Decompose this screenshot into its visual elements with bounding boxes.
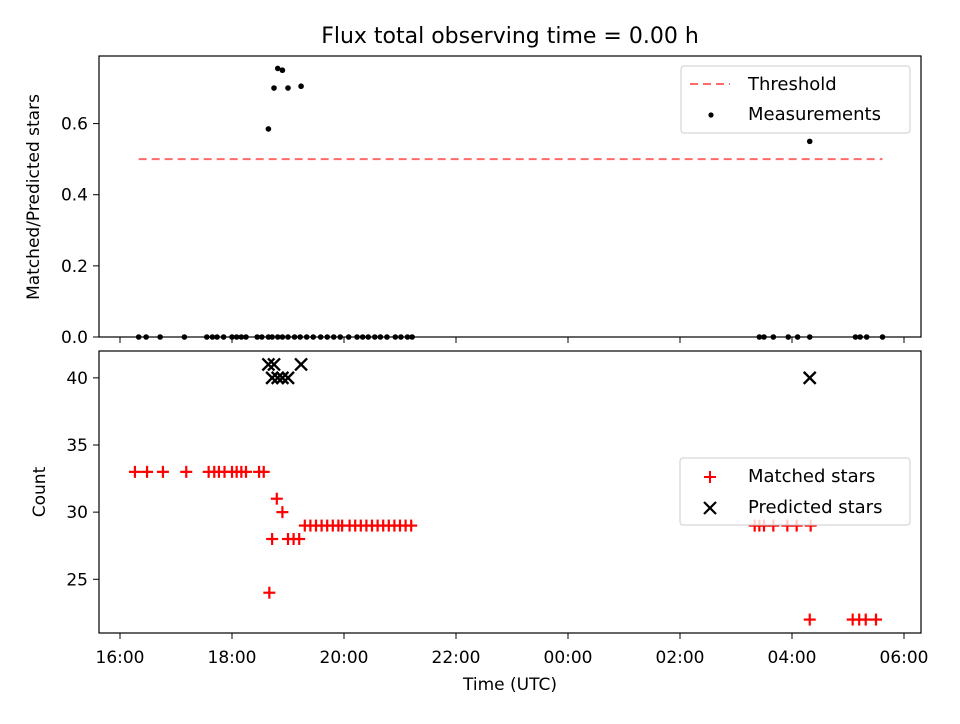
predicted-star-marker [261, 357, 276, 372]
predicted-star-marker [267, 357, 281, 372]
top-y-tick-label: 0.0 [61, 328, 88, 348]
bottom-plot-frame [98, 350, 922, 634]
measurement-point [265, 126, 272, 132]
measurement-point [279, 67, 286, 74]
matched-star-marker [156, 465, 169, 478]
matched-star-marker [257, 465, 270, 478]
top-legend: Threshold Measurements [680, 65, 911, 134]
matched-star-marker [405, 519, 418, 532]
predicted-star-marker [265, 371, 279, 385]
predicted-star-marker [270, 371, 285, 385]
x-tick-label: 02:00 [656, 648, 705, 668]
x-tick-label: 06:00 [880, 648, 929, 668]
matched-star-marker [141, 465, 154, 478]
bottom-legend-predicted-label: Predicted stars [748, 497, 882, 518]
measurement-point [271, 85, 277, 91]
bottom-y-tick-label: 40 [66, 369, 88, 389]
matched-star-marker [803, 613, 816, 626]
bottom-legend: Matched stars Predicted stars [679, 457, 911, 526]
matched-star-marker [293, 533, 306, 545]
measurement-point [285, 85, 291, 91]
matched-star-marker [240, 465, 252, 478]
predicted-star-marker [802, 371, 817, 385]
matched-star-marker [859, 613, 872, 626]
bottom-y-tick-label: 35 [66, 436, 88, 456]
top-y-tick-label: 0.4 [61, 186, 88, 206]
bottom-y-axis-label: Count [30, 466, 50, 517]
matched-star-marker [263, 586, 276, 599]
measurement-point [806, 138, 813, 145]
top-legend-measurement-swatch [708, 112, 714, 118]
matched-star-marker [870, 613, 882, 626]
matched-star-marker [180, 465, 193, 478]
x-tick-label: 22:00 [432, 648, 481, 668]
bottom-legend-matched-swatch [704, 471, 716, 483]
top-y-axis-label: Matched/Predicted stars [24, 94, 44, 300]
x-axis-label: Time (UTC) [462, 675, 557, 695]
bottom-y-tick-label: 25 [66, 570, 88, 590]
top-legend-box [680, 65, 911, 134]
x-tick-label: 20:00 [320, 648, 369, 668]
top-y-tick-label: 0.2 [61, 257, 88, 277]
x-tick-label: 00:00 [544, 648, 593, 668]
bottom-legend-box [679, 457, 911, 526]
top-legend-threshold-label: Threshold [747, 74, 837, 95]
predicted-star-marker [275, 371, 290, 385]
matched-star-marker [270, 492, 283, 505]
top-plot-frame [98, 55, 922, 338]
x-tick-label: 18:00 [208, 648, 257, 668]
predicted-star-marker [281, 371, 295, 385]
bottom-legend-matched-label: Matched stars [748, 466, 875, 487]
measurement-point [298, 83, 304, 90]
x-tick-label: 16:00 [96, 648, 145, 668]
top-legend-measurement-label: Measurements [748, 104, 881, 125]
bottom-plot-area [128, 357, 882, 626]
bottom-legend-predicted-swatch [703, 501, 717, 515]
measurement-point [274, 65, 281, 72]
matched-star-marker [276, 506, 289, 519]
predicted-star-marker [294, 357, 308, 372]
matched-star-marker [128, 465, 141, 478]
top-y-tick-label: 0.6 [61, 115, 88, 135]
chart-title: Flux total observing time = 0.00 h [321, 24, 699, 49]
x-tick-label: 04:00 [768, 648, 817, 668]
matched-star-marker [266, 533, 279, 545]
bottom-y-tick-label: 30 [66, 503, 88, 523]
